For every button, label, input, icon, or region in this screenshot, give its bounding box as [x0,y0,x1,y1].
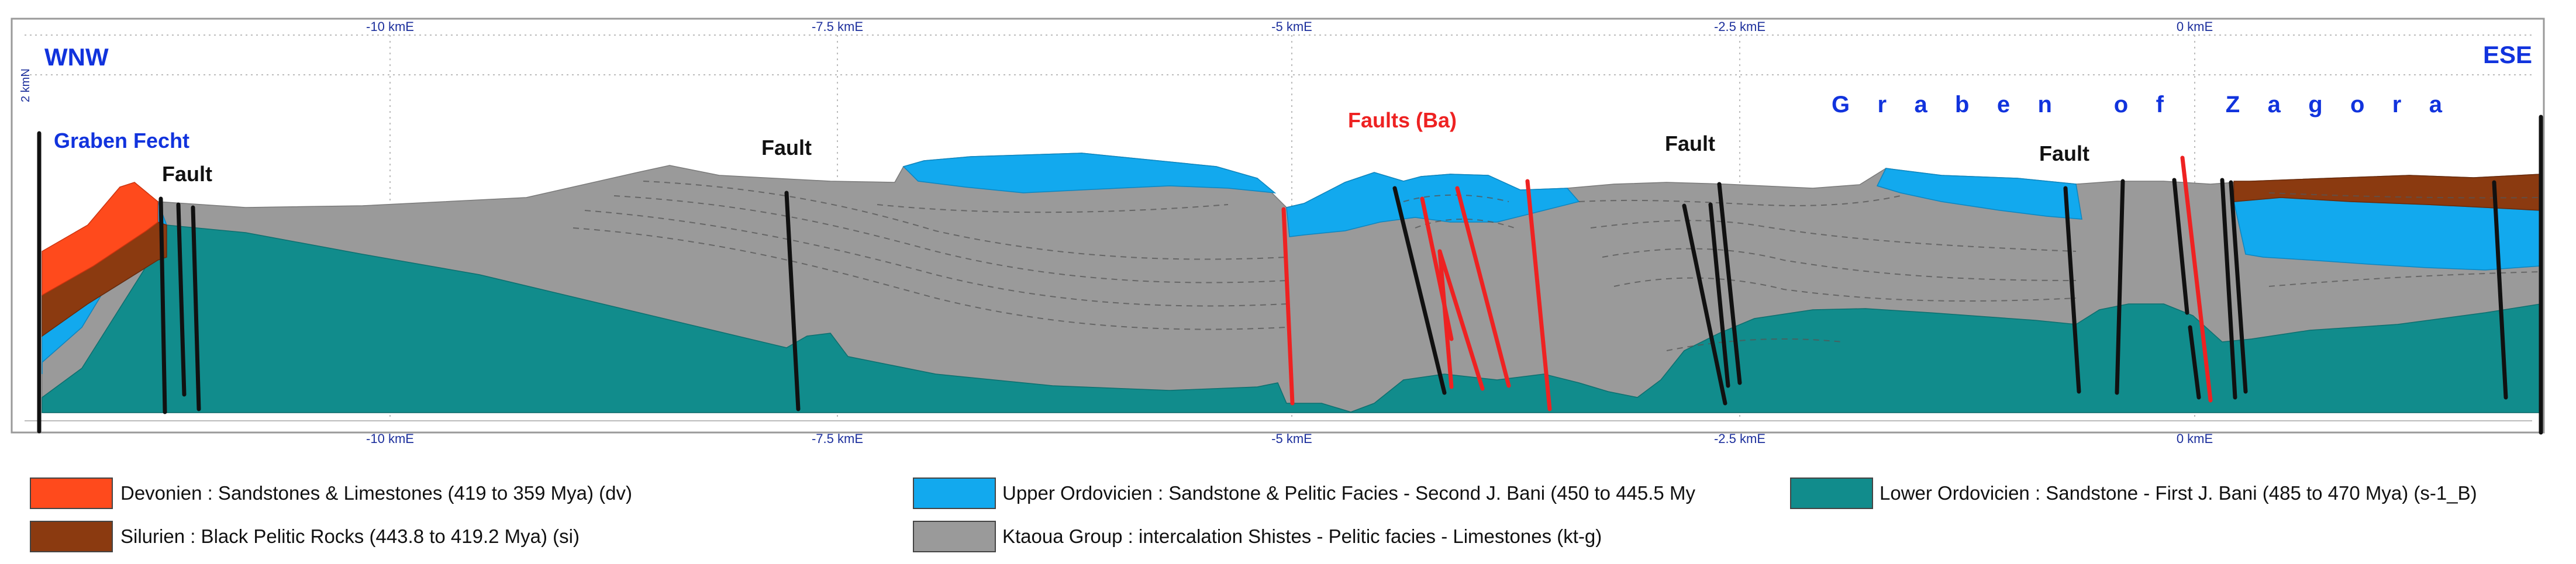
bedding-line [1403,194,1509,202]
legend-label-upper-ordovicien: Upper Ordovicien : Sandstone & Pelitic F… [1002,482,1695,504]
fault-line [1682,203,1727,406]
fault-line [191,205,201,411]
bedding-line [2268,271,2541,287]
legend: Devonien : Sandstones & Limestones (419 … [30,478,2477,552]
legend-label-lower-ordovicien: Lower Ordovicien : Sandstone - First J. … [1880,482,2477,504]
bottom-tick-label: -10 kmE [366,431,414,446]
fault-line [2229,180,2248,394]
unit-lower-ordovicien [42,224,2541,413]
top-tick-label: 0 kmE [2177,19,2213,34]
unit-devonien [42,182,158,296]
fault-line [1392,186,1447,395]
bottom-tick-label: -5 kmE [1271,431,1312,446]
fault-line [784,191,801,411]
top-tick-label: -5 kmE [1271,19,1312,34]
fault-label-1: Fault [162,162,212,186]
direction-left: WNW [44,43,109,71]
bedding-line [1590,220,2077,252]
fault-ba-line [1281,207,1295,406]
bottom-tick-label: 0 kmE [2177,431,2213,446]
fault-line [158,196,167,414]
bedding-line [1613,277,2077,302]
legend-item-upper-ordovicien: Upper Ordovicien : Sandstone & Pelitic F… [913,478,1695,509]
top-tick-label: -2.5 kmE [1714,19,1765,34]
legend-swatch-lower-ordovicien [1790,478,1873,509]
black-faults [37,115,2543,435]
legend-label-ktaoua: Ktaoua Group : intercalation Shistes - P… [1002,525,1602,547]
bottom-tick-label: -2.5 kmE [1714,431,1765,446]
fault-line [1717,182,1742,385]
top-tick-label: -7.5 kmE [812,19,863,34]
fault-line [2172,178,2189,315]
legend-label-devonien: Devonien : Sandstones & Limestones (419 … [120,482,632,504]
bedding-line [1602,248,2077,281]
legend-item-ktaoua: Ktaoua Group : intercalation Shistes - P… [913,521,1602,552]
fault-line [1708,202,1730,388]
fault-line [2115,179,2125,395]
fault-line [2492,180,2508,400]
legend-label-silurien: Silurien : Black Pelitic Rocks (443.8 to… [120,525,580,547]
legend-item-devonien: Devonien : Sandstones & Limestones (419 … [30,478,632,509]
fault-ba-line [1455,186,1511,388]
bedding-line [1666,338,1843,351]
fault-label-3: Fault [1665,132,1715,155]
bedding-line [643,181,1287,260]
fault-ba-line [2180,155,2213,403]
fault-ba-line [1437,249,1454,389]
unit-upper-ordovicien-ba [1286,172,1580,237]
legend-swatch-upper-ordovicien [913,478,996,509]
fault-ba-line [1525,179,1552,411]
legend-item-silurien: Silurien : Black Pelitic Rocks (443.8 to… [30,521,580,552]
graben-fecht-label: Graben Fecht [54,129,189,153]
fault-ba-line [1437,249,1485,391]
direction-right: ESE [2483,41,2532,68]
unit-upper-ordovicien-zagora [1876,168,2082,220]
bedding-line [1578,195,1901,206]
legend-swatch-silurien [30,521,113,552]
red-faults [1281,155,2213,411]
bottom-tick-label: -7.5 kmE [812,431,863,446]
legend-item-lower-ordovicien: Lower Ordovicien : Sandstone - First J. … [1790,478,2477,509]
fault-line [2220,178,2237,400]
fault-line [176,202,187,397]
legend-swatch-devonien [30,478,113,509]
legend-swatch-ktaoua [913,521,996,552]
y-axis-label: 2 kmN [19,68,32,102]
fault-label-2: Fault [761,136,812,160]
fault-label-4: Fault [2039,141,2089,165]
bedding-line [613,195,1287,283]
bedding-line [573,227,1287,330]
faults-ba-label: Faults (Ba) [1348,108,1457,132]
top-tick-label: -10 kmE [366,19,414,34]
fault-line [2188,325,2201,400]
fault-line [2063,186,2081,394]
unit-upper-ordovicien-center [902,153,1277,193]
